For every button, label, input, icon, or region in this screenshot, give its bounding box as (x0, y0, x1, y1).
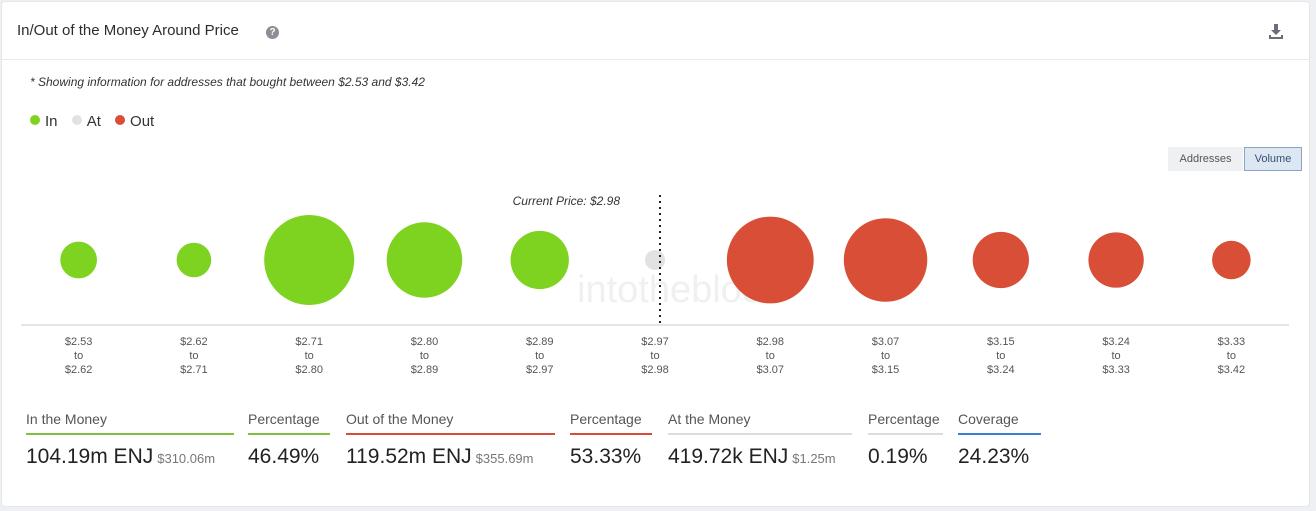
summary-value: 119.52m ENJ $355.69m (346, 445, 555, 469)
summary-at-percentage: Percentage 0.19% (868, 411, 943, 469)
summary-in-percentage: Percentage 46.49% (248, 411, 330, 469)
bubble-in (264, 215, 355, 305)
legend-item-in[interactable]: In (30, 113, 58, 130)
summary-value: 46.49% (248, 445, 320, 468)
card-title: In/Out of the Money Around Price (17, 22, 239, 39)
download-icon[interactable] (1267, 22, 1285, 40)
legend-dot-at (71, 115, 82, 125)
summary-out-of-the-money: Out of the Money 119.52m ENJ $355.69m (346, 411, 555, 469)
current-price-label: Current Price: $2.98 (513, 194, 621, 208)
addresses-toggle-button[interactable]: Addresses (1168, 147, 1243, 171)
summary-value-main: 104.19m ENJ (26, 445, 154, 468)
tick-label: $3.33 to $3.42 (1218, 336, 1246, 376)
summary-at-the-money: At the Money 419.72k ENJ $1.25m (668, 411, 852, 469)
summary-value-usd: $355.69m (475, 451, 534, 466)
summary-label: Out of the Money (346, 411, 555, 435)
summary-value: 24.23% (958, 445, 1030, 468)
tick-label: $2.62 to $2.71 (180, 336, 208, 376)
range-note: * Showing information for addresses that… (30, 75, 425, 89)
summary-label: Percentage (570, 411, 652, 435)
legend-label-at: At (86, 113, 101, 130)
summary-value-main: 419.72k ENJ (668, 445, 789, 468)
summary-label: Percentage (868, 411, 943, 435)
summary-value-main: 119.52m ENJ (346, 445, 472, 468)
tick-label: $2.98 to $3.07 (757, 336, 785, 376)
card-header: In/Out of the Money Around Price ? (2, 2, 1309, 60)
bubble-out (972, 231, 1029, 289)
legend-dot-in (30, 115, 40, 125)
tick-label: $2.80 to $2.89 (411, 336, 439, 376)
summary-value: 0.19% (868, 445, 928, 468)
summary-coverage: Coverage 24.23% (958, 411, 1041, 469)
bubble-at (644, 249, 666, 271)
tick-label: $3.07 to $3.15 (872, 336, 900, 376)
bubble-out (726, 216, 814, 304)
bubble-out (1212, 240, 1251, 280)
bubble-out (843, 218, 928, 302)
chart-legend: In At Out (30, 113, 164, 130)
summary-label: In the Money (26, 411, 234, 435)
summary-label: Coverage (958, 411, 1041, 435)
summary-value: 419.72k ENJ $1.25m (668, 445, 852, 469)
legend-label-in: In (45, 113, 58, 130)
volume-toggle-button[interactable]: Volume (1244, 147, 1302, 171)
bubble-out (1088, 232, 1144, 288)
question-circle-icon[interactable]: ? (266, 26, 279, 39)
bubble-in (60, 241, 97, 279)
tick-label: $2.71 to $2.80 (295, 336, 323, 376)
bubble-chart: intotheblock$2.53 to $2.62$2.62 to $2.71$2.7… (21, 194, 1289, 376)
summary-in-the-money: In the Money 104.19m ENJ $310.06m (26, 411, 234, 469)
summary-value: 53.33% (570, 445, 642, 468)
legend-item-out[interactable]: Out (115, 113, 154, 130)
tick-label: $3.24 to $3.33 (1102, 336, 1130, 376)
legend-label-out: Out (130, 113, 155, 130)
summary-label: At the Money (668, 411, 852, 435)
summary-label: Percentage (248, 411, 330, 435)
summary-value-usd: $1.25m (792, 451, 836, 466)
tick-label: $2.89 to $2.97 (526, 336, 554, 376)
tick-label: $3.15 to $3.24 (987, 336, 1015, 376)
legend-item-at[interactable]: At (71, 113, 101, 130)
bubble-in (510, 230, 569, 290)
summary-value: 104.19m ENJ $310.06m (26, 445, 234, 469)
bubble-in (386, 222, 463, 298)
bubble-in (176, 242, 212, 278)
summary-value-usd: $310.06m (157, 451, 216, 466)
legend-dot-out (115, 115, 126, 125)
summary-out-percentage: Percentage 53.33% (570, 411, 652, 469)
tick-label: $2.97 to $2.98 (641, 336, 669, 376)
tick-label: $2.53 to $2.62 (65, 336, 93, 376)
